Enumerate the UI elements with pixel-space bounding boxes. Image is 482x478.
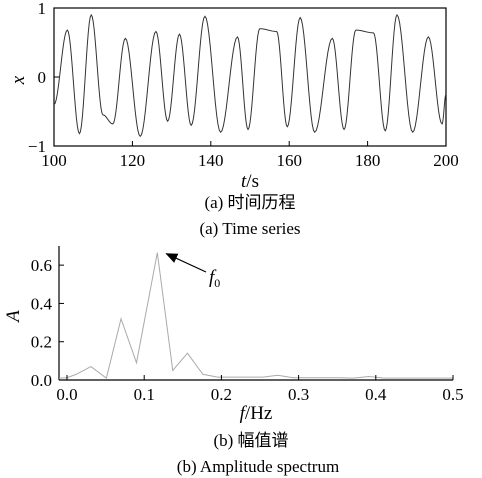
time-series-x-tick-label-0: 100 [41,151,67,170]
time-series-y-tick-label-1: 0 [38,68,47,87]
spectrum-caption-cn: (b) 幅值谱 [213,431,288,450]
spectrum-y-tick-label-1: 0.2 [31,333,52,352]
time-series-chart: 100 120 140 160 180 200 −1 0 1 t/s x (a) 时间历程 (… [8,0,459,238]
time-series-x-ticks: 100 120 140 160 180 200 [41,141,459,170]
spectrum-x-tick-label-2: 0.2 [211,385,232,404]
time-series-caption-en: (a) Time series [199,219,300,238]
spectrum-x-tick-label-1: 0.1 [134,385,155,404]
time-series-y-label: x [8,75,29,85]
spectrum-x-tick-label-5: 0.5 [442,385,463,404]
time-series-x-label: t/s [241,171,259,192]
time-series-x-tick-label-5: 200 [433,151,459,170]
spectrum-y-tick-label-0: 0.0 [31,371,52,390]
time-series-y-ticks: −1 0 1 [28,0,59,156]
spectrum-caption-en: (b) Amplitude spectrum [177,457,339,476]
time-series-line [53,13,447,138]
spectrum-x-tick-label-0: 0.0 [56,385,77,404]
spectrum-y-ticks: 0.0 0.2 0.4 0.6 [31,256,64,390]
spectrum-y-tick-label-3: 0.6 [31,256,52,275]
time-series-x-tick-label-4: 180 [355,151,381,170]
spectrum-x-tick-label-3: 0.3 [288,385,309,404]
spectrum-x-label: f/Hz [240,403,273,424]
time-series-x-tick-label-2: 140 [198,151,224,170]
time-series-caption-cn: (a) 时间历程 [204,193,295,212]
time-series-x-tick-label-3: 160 [276,151,302,170]
f0-annotation-label: f0 [209,267,220,290]
spectrum-x-ticks: 0.0 0.1 0.2 0.3 0.4 0.5 [56,375,464,404]
f0-annotation-arrow [165,253,207,273]
spectrum-line [58,252,453,379]
spectrum-y-tick-label-2: 0.4 [31,294,53,313]
spectrum-y-label: A [3,310,24,324]
time-series-y-tick-label-2: 1 [38,0,47,18]
amplitude-spectrum-chart: 0.0 0.1 0.2 0.3 0.4 0.5 0.00.20.40.6 f0 f/Hz … [3,246,464,476]
time-series-y-tick-label-0: −1 [28,137,46,156]
spectrum-x-tick-label-4: 0.4 [365,385,387,404]
time-series-x-tick-label-1: 120 [120,151,146,170]
